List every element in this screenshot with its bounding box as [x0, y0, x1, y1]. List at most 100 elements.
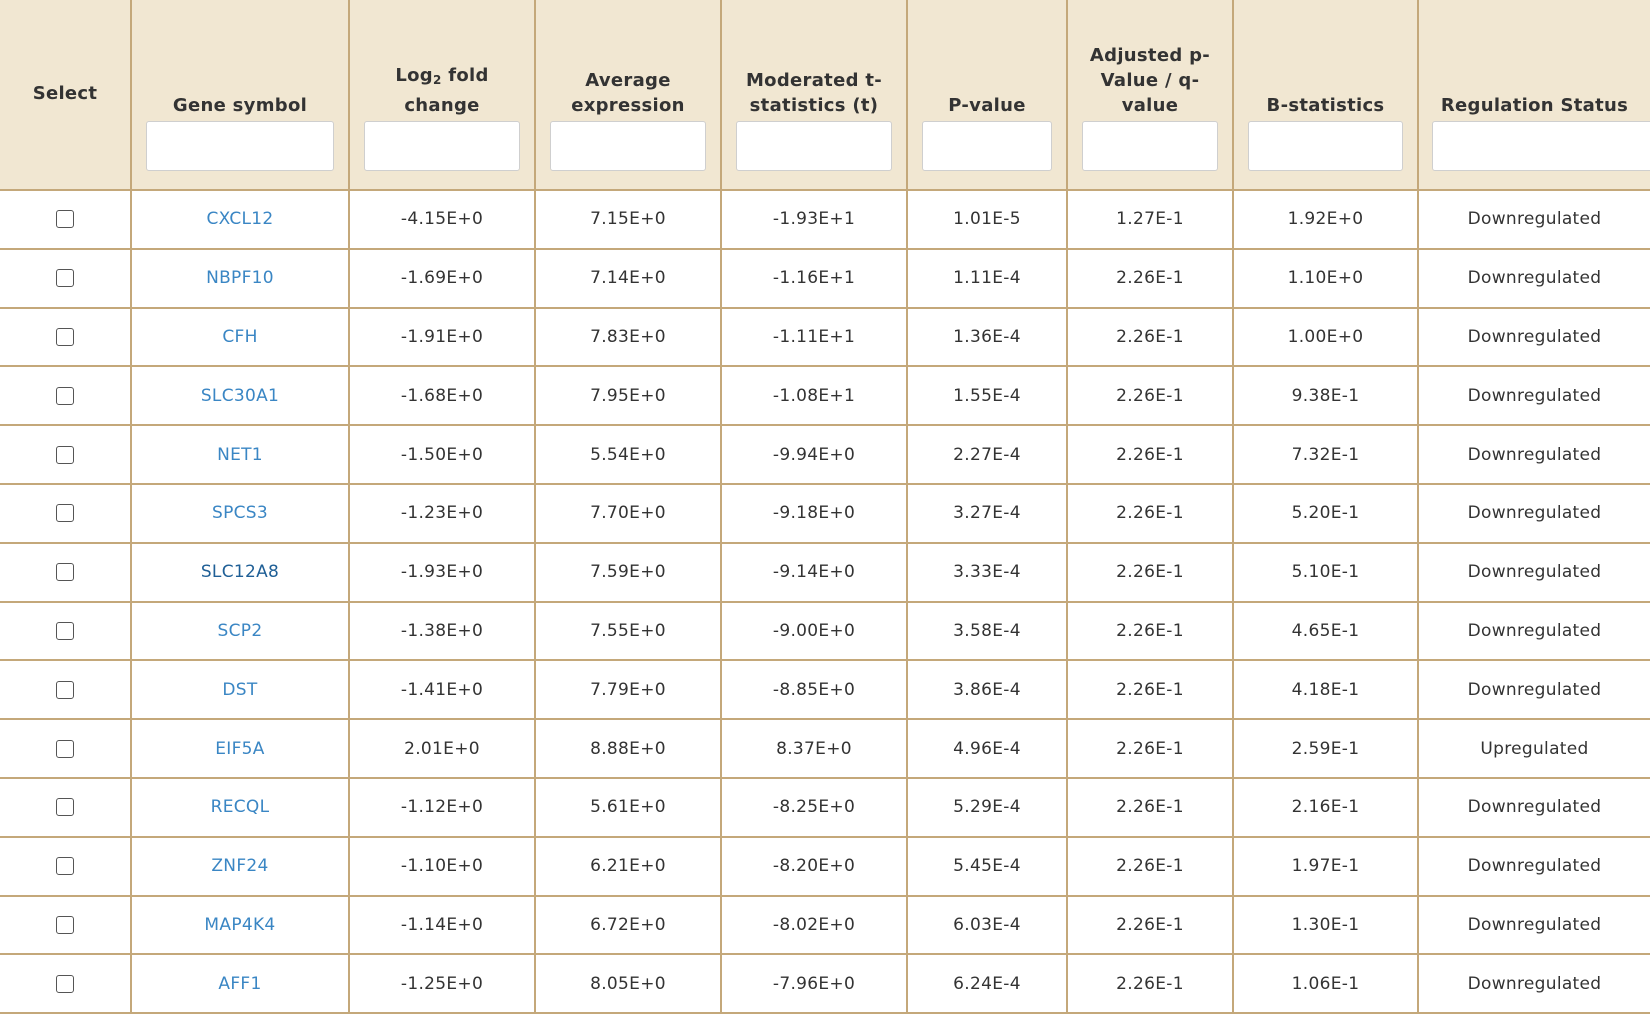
header-b-statistics: B-statistics: [1233, 0, 1419, 191]
row-select-checkbox[interactable]: [56, 915, 74, 934]
filter-b-statistics[interactable]: [1248, 121, 1403, 171]
b-statistics-cell: 1.92E+0: [1233, 190, 1419, 250]
regulation-status-cell: Downregulated: [1418, 425, 1650, 485]
adjusted-p-cell: 2.26E-1: [1067, 542, 1234, 603]
filter-gene-symbol[interactable]: [146, 121, 334, 171]
gene-symbol-link[interactable]: SLC12A8: [131, 542, 350, 603]
adjusted-p-cell: 2.26E-1: [1067, 601, 1234, 662]
p-value-cell: 5.45E-4: [907, 836, 1068, 897]
average-expression-cell: 6.72E+0: [535, 895, 722, 956]
header-p-value-label: P-value: [948, 95, 1026, 116]
gene-symbol-link[interactable]: SCP2: [131, 601, 350, 662]
moderated-t-cell: -9.94E+0: [721, 425, 908, 485]
gene-symbol-link[interactable]: AFF1: [131, 954, 350, 1015]
row-select-checkbox[interactable]: [56, 798, 74, 817]
row-select-checkbox[interactable]: [56, 563, 74, 582]
header-log2-fold-change-label: Log2 fold change: [395, 65, 489, 116]
gene-symbol-link[interactable]: NBPF10: [131, 248, 350, 309]
moderated-t-cell: -1.93E+1: [721, 190, 908, 250]
p-value-cell: 3.33E-4: [907, 542, 1068, 603]
b-statistics-cell: 2.16E-1: [1233, 777, 1419, 838]
log2-fold-change-cell: -1.50E+0: [349, 425, 536, 485]
regulation-status-cell: Downregulated: [1418, 307, 1650, 368]
select-cell: [0, 366, 132, 427]
select-cell: [0, 601, 132, 662]
header-gene-symbol: Gene symbol: [131, 0, 350, 191]
log2-fold-change-cell: -1.10E+0: [349, 836, 536, 897]
gene-symbol-link[interactable]: ZNF24: [131, 836, 350, 897]
row-select-checkbox[interactable]: [56, 445, 74, 464]
table-row: NET1 -1.50E+0 5.54E+0 -9.94E+0 2.27E-4 2.26E-…: [0, 425, 1650, 485]
row-select-checkbox[interactable]: [56, 504, 74, 523]
filter-log2-fold-change[interactable]: [364, 121, 520, 171]
log2-fold-change-cell: -4.15E+0: [349, 190, 536, 250]
moderated-t-cell: 8.37E+0: [721, 719, 908, 779]
header-p-value: P-value: [907, 0, 1068, 191]
filter-moderated-t[interactable]: [736, 121, 892, 171]
average-expression-cell: 7.79E+0: [535, 660, 722, 721]
moderated-t-cell: -8.25E+0: [721, 777, 908, 838]
gene-symbol-link[interactable]: EIF5A: [131, 719, 350, 779]
row-select-checkbox[interactable]: [56, 386, 74, 405]
average-expression-cell: 8.05E+0: [535, 954, 722, 1015]
b-statistics-cell: 5.10E-1: [1233, 542, 1419, 603]
row-select-checkbox[interactable]: [56, 269, 74, 288]
filter-regulation-status[interactable]: [1432, 121, 1650, 171]
gene-symbol-link[interactable]: CFH: [131, 307, 350, 368]
row-select-checkbox[interactable]: [56, 739, 74, 758]
filter-average-expression[interactable]: [550, 121, 706, 171]
table-row: AFF1 -1.25E+0 8.05E+0 -7.96E+0 6.24E-4 2.26E-…: [0, 954, 1650, 1015]
regulation-status-cell: Upregulated: [1418, 719, 1650, 779]
regulation-status-cell: Downregulated: [1418, 895, 1650, 956]
moderated-t-cell: -8.85E+0: [721, 660, 908, 721]
average-expression-cell: 6.21E+0: [535, 836, 722, 897]
moderated-t-cell: -7.96E+0: [721, 954, 908, 1015]
regulation-status-cell: Downregulated: [1418, 836, 1650, 897]
select-cell: [0, 777, 132, 838]
gene-symbol-link[interactable]: SPCS3: [131, 483, 350, 544]
adjusted-p-cell: 1.27E-1: [1067, 190, 1234, 250]
row-select-checkbox[interactable]: [56, 621, 74, 640]
adjusted-p-cell: 2.26E-1: [1067, 248, 1234, 309]
table-row: CXCL12 -4.15E+0 7.15E+0 -1.93E+1 1.01E-5 1.27…: [0, 190, 1650, 250]
log2-fold-change-cell: -1.68E+0: [349, 366, 536, 427]
adjusted-p-cell: 2.26E-1: [1067, 954, 1234, 1015]
table-row: SPCS3 -1.23E+0 7.70E+0 -9.18E+0 3.27E-4 2.26E…: [0, 483, 1650, 544]
row-select-checkbox[interactable]: [56, 327, 74, 346]
average-expression-cell: 8.88E+0: [535, 719, 722, 779]
filter-p-value[interactable]: [922, 121, 1052, 171]
adjusted-p-cell: 2.26E-1: [1067, 895, 1234, 956]
regulation-status-cell: Downregulated: [1418, 483, 1650, 544]
gene-symbol-link[interactable]: RECQL: [131, 777, 350, 838]
moderated-t-cell: -9.00E+0: [721, 601, 908, 662]
p-value-cell: 5.29E-4: [907, 777, 1068, 838]
filter-adjusted-p[interactable]: [1082, 121, 1218, 171]
gene-symbol-link[interactable]: DST: [131, 660, 350, 721]
row-select-checkbox[interactable]: [56, 680, 74, 699]
log2-fold-change-cell: -1.25E+0: [349, 954, 536, 1015]
p-value-cell: 1.36E-4: [907, 307, 1068, 368]
row-select-checkbox[interactable]: [56, 857, 74, 876]
row-select-checkbox[interactable]: [56, 210, 74, 229]
gene-symbol-link[interactable]: NET1: [131, 425, 350, 485]
moderated-t-cell: -8.20E+0: [721, 836, 908, 897]
p-value-cell: 4.96E-4: [907, 719, 1068, 779]
adjusted-p-cell: 2.26E-1: [1067, 660, 1234, 721]
table-row: EIF5A 2.01E+0 8.88E+0 8.37E+0 4.96E-4 2.26E-1…: [0, 719, 1650, 779]
table-row: NBPF10 -1.69E+0 7.14E+0 -1.16E+1 1.11E-4 2.26…: [0, 248, 1650, 309]
regulation-status-cell: Downregulated: [1418, 660, 1650, 721]
select-cell: [0, 660, 132, 721]
gene-symbol-link[interactable]: MAP4K4: [131, 895, 350, 956]
header-b-statistics-label: B-statistics: [1266, 95, 1385, 116]
moderated-t-cell: -1.11E+1: [721, 307, 908, 368]
select-cell: [0, 190, 132, 250]
table-row: DST -1.41E+0 7.79E+0 -8.85E+0 3.86E-4 2.26E-1…: [0, 660, 1650, 721]
average-expression-cell: 7.14E+0: [535, 248, 722, 309]
select-cell: [0, 719, 132, 779]
p-value-cell: 3.86E-4: [907, 660, 1068, 721]
gene-symbol-link[interactable]: SLC30A1: [131, 366, 350, 427]
average-expression-cell: 5.54E+0: [535, 425, 722, 485]
gene-symbol-link[interactable]: CXCL12: [131, 190, 350, 250]
row-select-checkbox[interactable]: [56, 974, 74, 993]
regulation-status-cell: Downregulated: [1418, 366, 1650, 427]
